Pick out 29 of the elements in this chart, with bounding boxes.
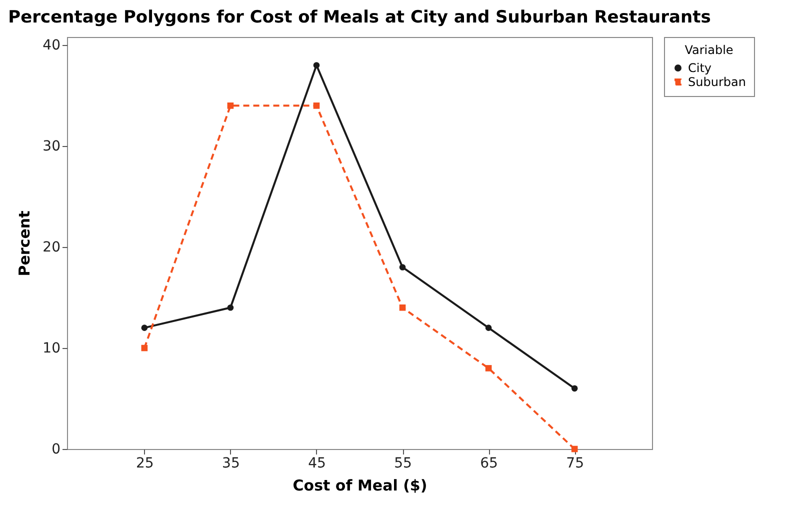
y-axis-title: Percent (16, 210, 34, 276)
point (571, 446, 578, 452)
point (141, 324, 148, 331)
x-tick-label: 75 (566, 456, 584, 472)
point (485, 365, 492, 372)
point (313, 62, 320, 68)
y-tick-label: 10 (42, 340, 60, 357)
x-tick-label: 65 (480, 456, 498, 472)
legend-label: City (688, 61, 712, 75)
point (227, 304, 234, 311)
point (571, 385, 578, 392)
chart-title: Percentage Polygons for Cost of Meals at City and Suburban Restaurants (8, 8, 711, 28)
y-tick-label: 0 (52, 442, 60, 458)
y-tick-label: 20 (42, 240, 60, 256)
y-tick-label: 30 (42, 138, 60, 155)
x-tick-label: 35 (222, 456, 240, 472)
x-tick-label: 55 (394, 456, 412, 472)
x-tick-label: 45 (308, 456, 326, 472)
legend-label: Suburban (688, 75, 746, 89)
x-tick-label: 25 (136, 456, 154, 472)
x-axis-title: Cost of Meal ($) (292, 476, 428, 494)
point (485, 324, 492, 331)
legend-title: Variable (684, 43, 734, 57)
point (399, 304, 406, 311)
point (313, 102, 320, 109)
point (399, 264, 406, 270)
point (141, 344, 148, 352)
point (227, 102, 234, 109)
y-tick-label: 40 (42, 38, 60, 54)
